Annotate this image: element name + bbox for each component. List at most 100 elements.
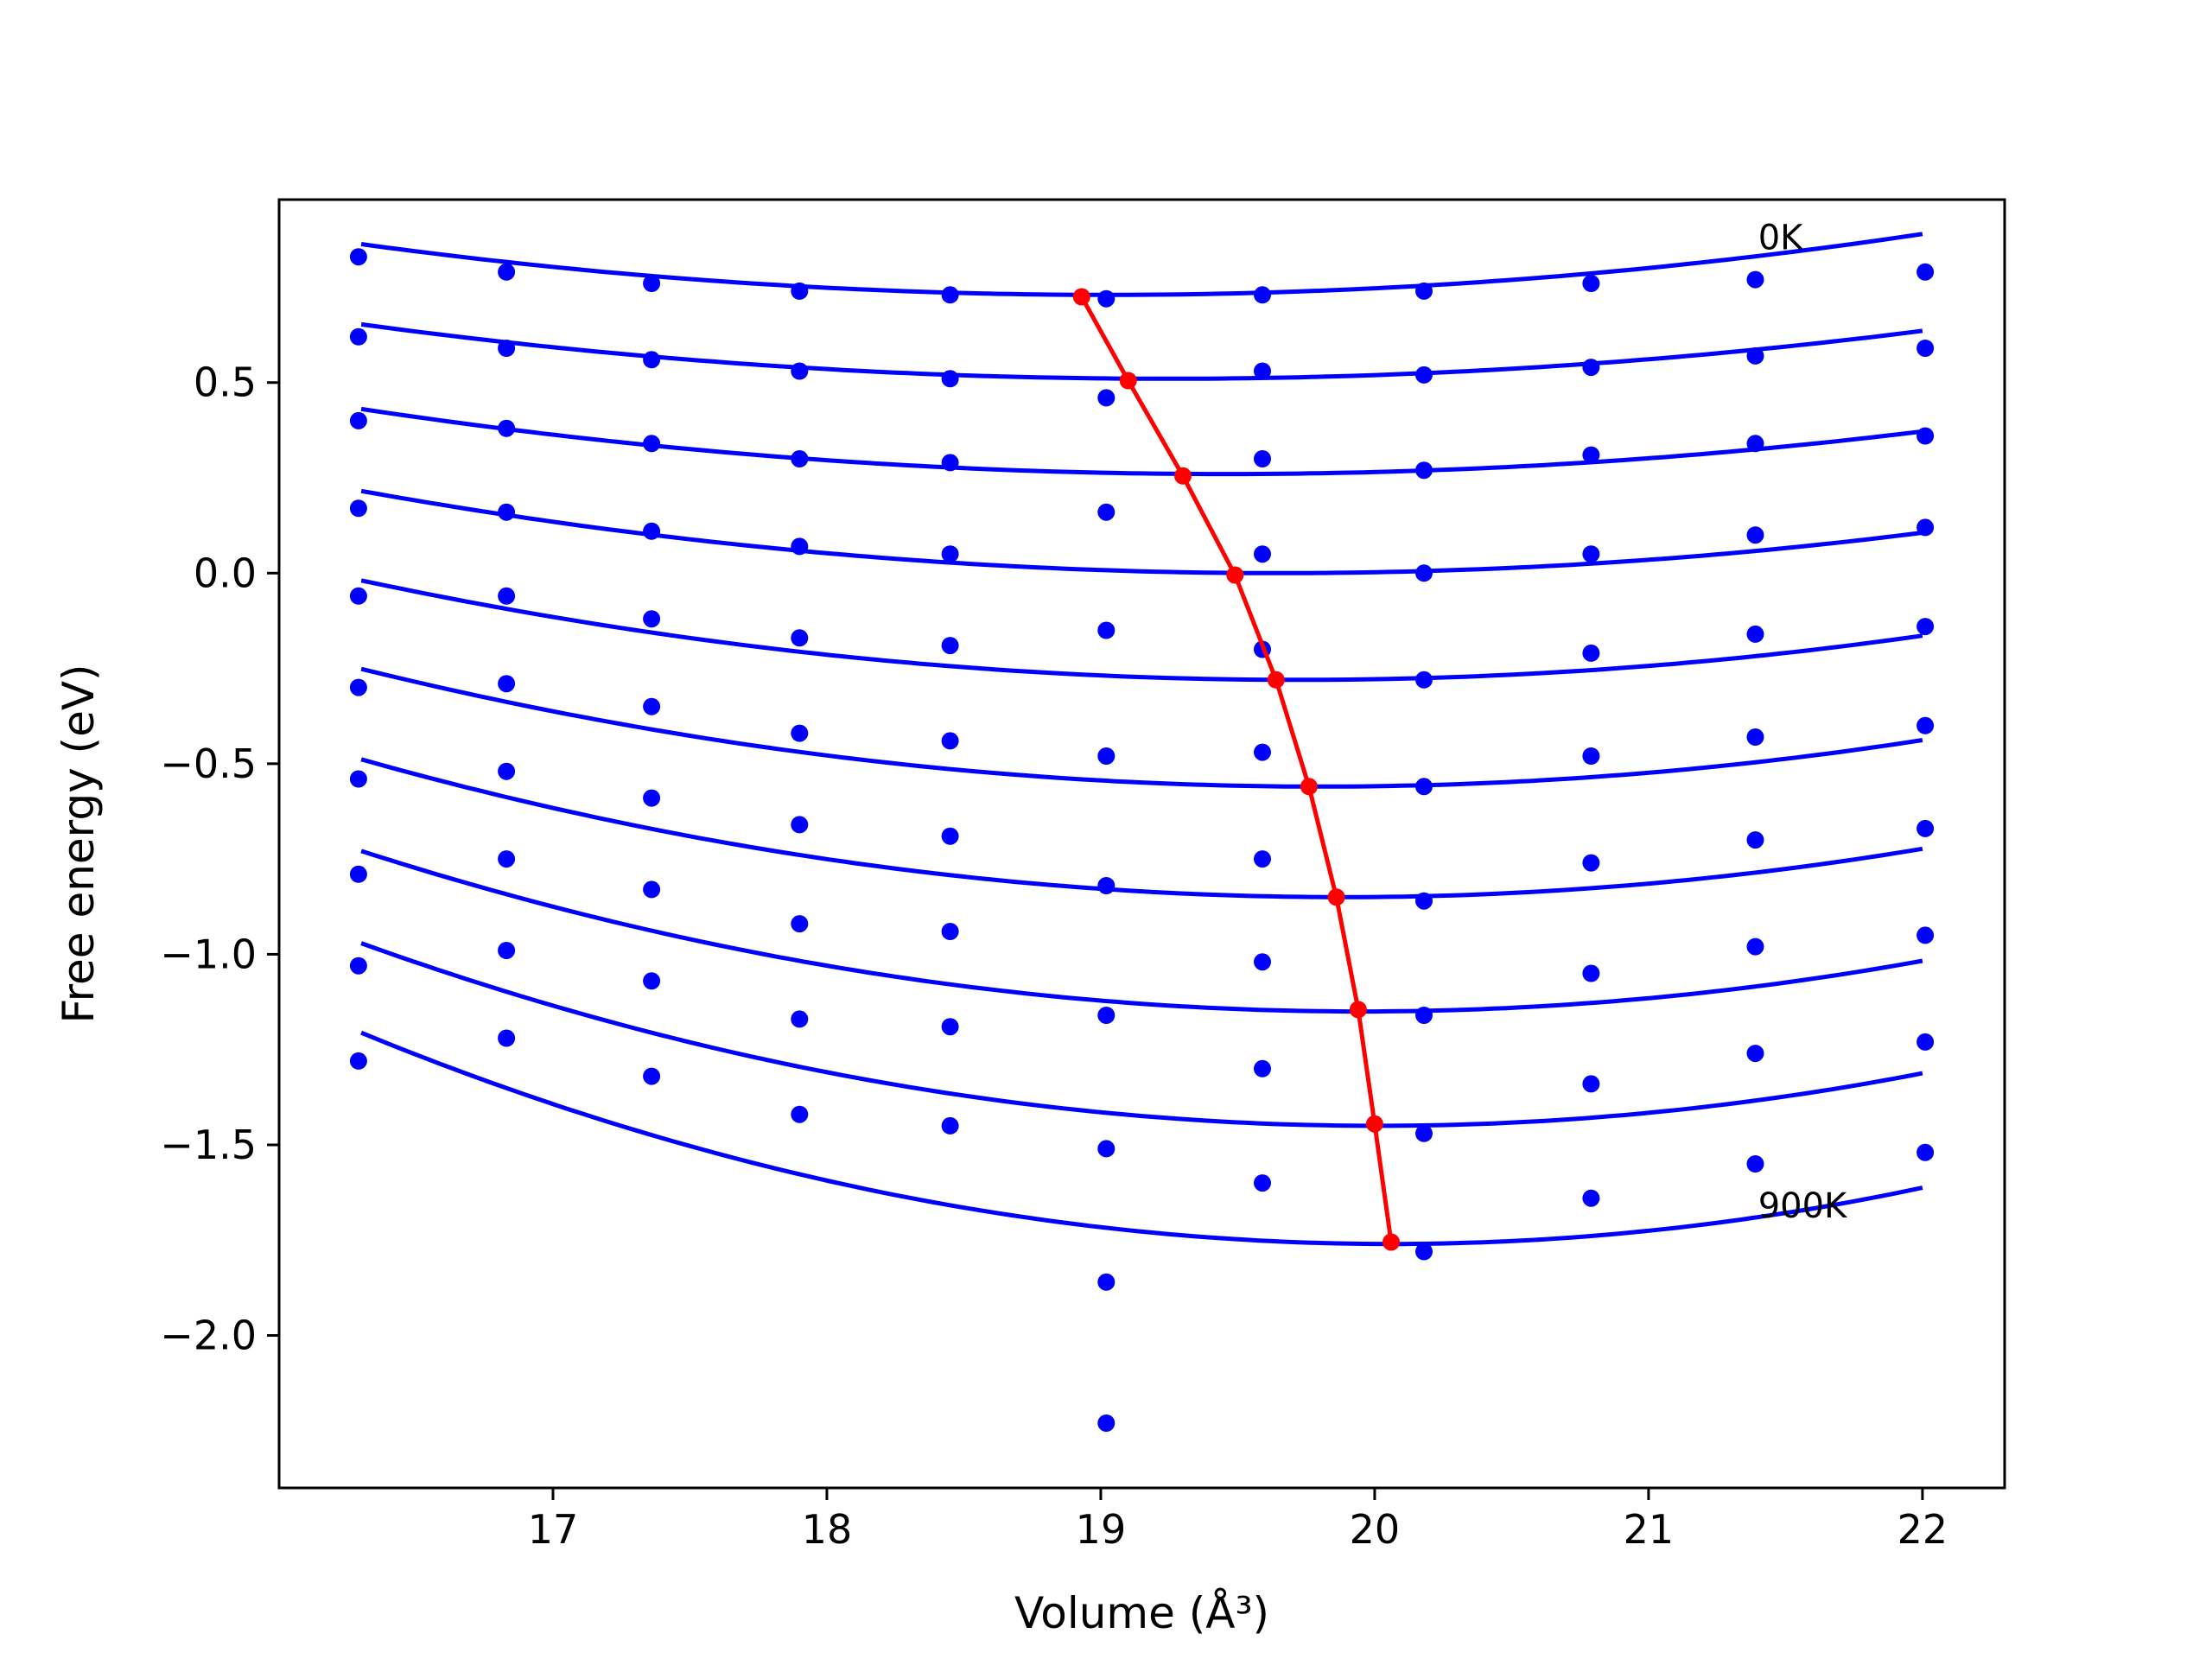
data-point xyxy=(791,537,809,556)
data-point xyxy=(941,923,959,940)
data-point xyxy=(1415,564,1433,582)
data-point xyxy=(1254,1174,1271,1192)
y-axis-label: Free energy (eV) xyxy=(54,664,104,1023)
data-point xyxy=(643,275,661,292)
data-point xyxy=(349,1052,367,1070)
plot-frame xyxy=(277,198,2006,1490)
data-point xyxy=(791,629,809,647)
data-point xyxy=(1582,964,1600,982)
fit-curve-2 xyxy=(360,406,1923,477)
data-point xyxy=(1746,435,1764,453)
data-point xyxy=(349,248,367,266)
data-point xyxy=(1254,286,1271,304)
x-tick-label: 17 xyxy=(528,1506,579,1553)
data-point xyxy=(791,1105,809,1123)
fit-curve-4 xyxy=(360,578,1923,683)
data-point xyxy=(941,732,959,750)
data-point xyxy=(1097,289,1116,308)
data-point xyxy=(498,263,516,281)
y-tick-label: −2.0 xyxy=(160,1313,257,1359)
minimum-point xyxy=(1226,566,1244,584)
data-point xyxy=(643,522,661,540)
fit-curve-9 xyxy=(360,1030,1923,1247)
data-point xyxy=(498,587,516,605)
minimum-point xyxy=(1365,1115,1383,1133)
data-point xyxy=(1097,503,1116,521)
data-point xyxy=(349,678,367,696)
fit-curve-8 xyxy=(360,941,1923,1128)
x-tick-label: 20 xyxy=(1350,1506,1401,1553)
data-point xyxy=(1916,518,1935,537)
data-point xyxy=(498,762,516,780)
data-point xyxy=(1746,728,1764,746)
data-point xyxy=(643,972,661,990)
data-point xyxy=(1415,1243,1433,1261)
data-point xyxy=(349,499,367,518)
data-point xyxy=(1254,1059,1271,1077)
y-tick-label: −1.0 xyxy=(160,931,257,977)
data-point xyxy=(1415,1007,1433,1024)
data-point xyxy=(1254,545,1271,563)
x-tick-label: 21 xyxy=(1624,1506,1675,1553)
data-point xyxy=(1097,1007,1116,1024)
data-point xyxy=(643,435,661,453)
data-point xyxy=(1582,275,1600,292)
x-tick-label: 22 xyxy=(1897,1506,1948,1553)
data-point xyxy=(1254,362,1271,380)
y-tick-label: −1.5 xyxy=(160,1122,257,1168)
data-point xyxy=(349,957,367,975)
fit-curve-0 xyxy=(360,232,1923,297)
minimum-point xyxy=(1267,671,1285,689)
data-point xyxy=(1916,427,1935,445)
data-point xyxy=(1097,389,1116,407)
data-point xyxy=(498,675,516,693)
data-point xyxy=(941,454,959,472)
x-tick-label: 19 xyxy=(1076,1506,1127,1553)
data-point xyxy=(643,351,661,369)
data-point xyxy=(1254,953,1271,971)
data-point xyxy=(1746,938,1764,956)
x-axis-label: Volume (Å³) xyxy=(1014,1588,1269,1638)
data-point xyxy=(941,1116,959,1135)
data-point xyxy=(1097,621,1116,639)
data-point xyxy=(1415,365,1433,384)
data-point xyxy=(1415,671,1433,689)
data-point xyxy=(1746,526,1764,544)
data-point xyxy=(498,942,516,959)
y-tick-label: 0.5 xyxy=(194,359,257,406)
data-point xyxy=(498,340,516,357)
data-point xyxy=(1582,1075,1600,1093)
data-point xyxy=(1415,892,1433,910)
data-point xyxy=(1916,1143,1935,1161)
data-point xyxy=(1746,270,1764,289)
data-point xyxy=(349,587,367,605)
data-point xyxy=(349,411,367,429)
minimum-line xyxy=(1079,296,1394,1243)
data-point xyxy=(1916,926,1935,944)
y-tick-label: −0.5 xyxy=(160,741,257,787)
data-point xyxy=(1415,778,1433,796)
data-point xyxy=(941,370,959,388)
annotations: 0K 900K xyxy=(1758,218,1848,1225)
minimum-point xyxy=(1072,288,1090,306)
data-point xyxy=(643,880,661,899)
data-point xyxy=(791,362,809,380)
fit-curve-7 xyxy=(360,849,1923,1014)
data-point xyxy=(1582,545,1600,563)
minimum-curve xyxy=(1072,288,1400,1251)
data-point xyxy=(941,637,959,655)
data-point xyxy=(791,282,809,300)
data-point xyxy=(1254,450,1271,467)
data-point xyxy=(1582,359,1600,377)
data-point xyxy=(791,915,809,933)
data-point xyxy=(498,419,516,437)
data-point xyxy=(349,865,367,883)
data-point xyxy=(1097,1140,1116,1158)
data-point xyxy=(1746,625,1764,643)
data-point xyxy=(498,1029,516,1047)
data-point xyxy=(1415,1124,1433,1142)
data-point xyxy=(1746,1045,1764,1063)
x-tick-label: 18 xyxy=(802,1506,853,1553)
data-point xyxy=(1746,1155,1764,1173)
